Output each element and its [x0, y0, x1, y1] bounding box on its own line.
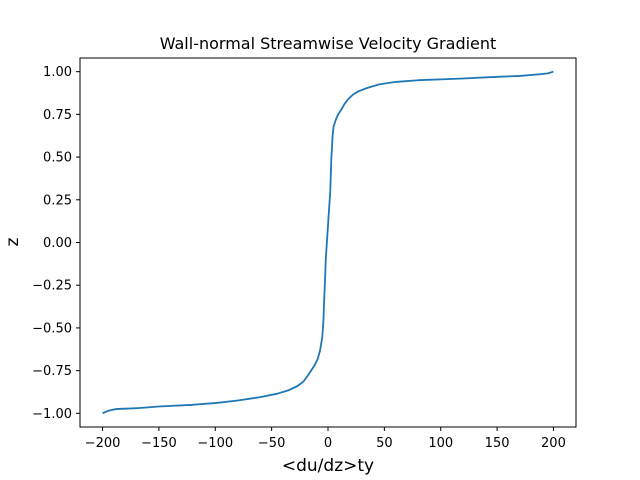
x-tick-label: −50 [258, 436, 285, 451]
x-tick-label: 100 [428, 436, 453, 451]
y-tick-label: 0.25 [43, 193, 72, 208]
y-tick-label: 1.00 [43, 65, 72, 80]
x-tick-label: −150 [141, 436, 177, 451]
x-tick-label: 50 [376, 436, 393, 451]
y-tick-label: 0.75 [43, 108, 72, 123]
plot-frame [79, 57, 577, 428]
y-axis-label: z [3, 237, 23, 246]
y-axis: 1.00 0.75 0.50 0.25 0.00 −0.25 −0.50 −0.75 −1.00 [32, 65, 80, 422]
y-tick-label: 0.00 [43, 236, 72, 251]
x-axis-label: <du/dz>ty [282, 456, 374, 476]
x-tick-label: 150 [485, 436, 510, 451]
y-tick-label: −0.50 [32, 321, 72, 336]
x-axis: −200 −150 −100 −50 0 50 100 150 200 [85, 427, 566, 451]
x-tick-label: −100 [197, 436, 233, 451]
series-line-0 [102, 70, 554, 415]
y-tick-label: 0.50 [43, 151, 72, 166]
y-tick-label: −0.75 [32, 364, 72, 379]
chart-title: Wall-normal Streamwise Velocity Gradient [160, 34, 497, 53]
y-tick-label: −0.25 [32, 279, 72, 294]
x-tick-label: 200 [541, 436, 566, 451]
x-tick-label: 0 [324, 436, 332, 451]
y-tick-label: −1.00 [32, 407, 72, 422]
plot-area [102, 70, 554, 415]
x-tick-label: −200 [85, 436, 121, 451]
